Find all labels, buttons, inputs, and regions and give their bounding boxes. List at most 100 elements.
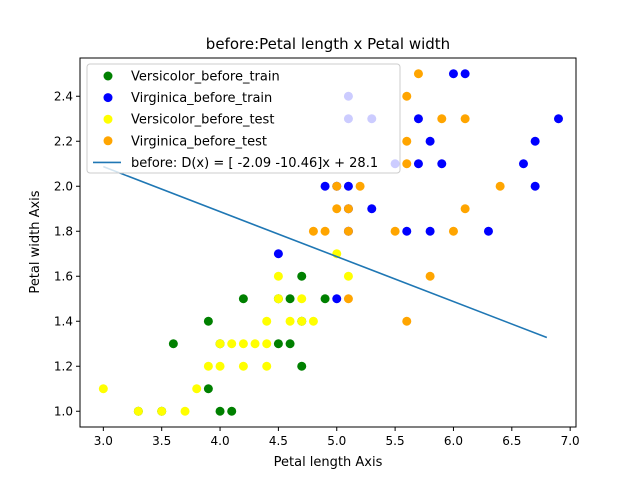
point-versicolor-before-test xyxy=(297,316,307,326)
y-ticks: 1.0 1.2 1.4 1.6 1.8 2.0 2.2 2.4 xyxy=(54,89,80,418)
decision-line xyxy=(103,165,548,339)
point-versicolor-before-train xyxy=(297,361,307,371)
point-virginica-before-test xyxy=(437,114,447,124)
point-virginica-before-train xyxy=(413,114,423,124)
point-versicolor-before-train xyxy=(238,294,248,304)
point-versicolor-before-test xyxy=(215,339,225,349)
chart-title: before:Petal length x Petal width xyxy=(206,35,450,53)
point-virginica-before-train xyxy=(332,294,342,304)
point-versicolor-before-test xyxy=(250,339,260,349)
point-versicolor-before-test xyxy=(262,361,272,371)
line-layer xyxy=(103,165,548,339)
y-tick-label: 2.2 xyxy=(54,134,73,148)
x-tick-label: 3.5 xyxy=(152,434,171,448)
point-virginica-before-train xyxy=(320,181,330,191)
x-tick-label: 6.5 xyxy=(502,434,521,448)
point-versicolor-before-test xyxy=(308,316,318,326)
plot-area: 3.0 3.5 4.0 4.5 5.0 5.5 6.0 6.5 7.0 1.0 1.2 1.4 1.6… xyxy=(54,57,580,448)
point-virginica-before-train xyxy=(530,136,540,146)
point-versicolor-before-test xyxy=(297,294,307,304)
point-virginica-before-test xyxy=(343,294,353,304)
point-virginica-before-test xyxy=(332,181,342,191)
point-virginica-before-test xyxy=(402,316,412,326)
y-tick-label: 1.0 xyxy=(54,404,73,418)
point-versicolor-before-train xyxy=(215,406,225,416)
point-virginica-before-train xyxy=(413,159,423,169)
legend-marker xyxy=(103,93,113,103)
point-versicolor-before-test xyxy=(192,384,202,394)
legend: Versicolor_before_train Virginica_before_… xyxy=(86,63,401,174)
point-versicolor-before-train xyxy=(320,294,330,304)
point-virginica-before-train xyxy=(273,249,283,259)
point-virginica-before-test xyxy=(495,181,505,191)
point-versicolor-before-test xyxy=(180,406,190,416)
y-tick-label: 1.4 xyxy=(54,314,73,328)
legend-label: before: D(x) = [ -2.09 -10.46]x + 28.1 xyxy=(131,156,378,171)
legend-label: Virginica_before_train xyxy=(131,91,272,106)
point-versicolor-before-test xyxy=(343,271,353,281)
point-versicolor-before-test xyxy=(238,339,248,349)
x-axis-label: Petal length Axis xyxy=(274,455,383,470)
point-versicolor-before-train xyxy=(203,316,213,326)
y-tick-label: 1.6 xyxy=(54,269,73,283)
point-virginica-before-test xyxy=(402,136,412,146)
legend-label: Versicolor_before_test xyxy=(131,113,274,128)
point-versicolor-before-test xyxy=(262,316,272,326)
point-versicolor-before-test xyxy=(285,316,295,326)
point-versicolor-before-test xyxy=(227,339,237,349)
point-virginica-before-test xyxy=(460,114,470,124)
point-virginica-before-train xyxy=(402,226,412,236)
point-virginica-before-test xyxy=(308,226,318,236)
point-versicolor-before-train xyxy=(285,339,295,349)
point-virginica-before-train xyxy=(518,159,528,169)
point-virginica-before-test xyxy=(320,226,330,236)
x-tick-label: 7.0 xyxy=(561,434,580,448)
legend-box xyxy=(86,63,401,174)
point-versicolor-before-train xyxy=(227,406,237,416)
point-versicolor-before-test xyxy=(215,361,225,371)
point-versicolor-before-test xyxy=(157,406,167,416)
point-versicolor-before-test xyxy=(273,294,283,304)
x-tick-label: 4.5 xyxy=(269,434,288,448)
point-virginica-before-test xyxy=(343,226,353,236)
x-tick-label: 3.0 xyxy=(94,434,113,448)
point-virginica-before-test xyxy=(448,226,458,236)
point-virginica-before-train xyxy=(460,69,470,79)
x-tick-label: 5.5 xyxy=(386,434,405,448)
x-tick-label: 5.0 xyxy=(327,434,346,448)
point-versicolor-before-train xyxy=(203,384,213,394)
point-virginica-before-train xyxy=(343,181,353,191)
point-virginica-before-test xyxy=(413,69,423,79)
point-virginica-before-train xyxy=(425,226,435,236)
y-tick-label: 1.8 xyxy=(54,224,73,238)
y-tick-label: 2.0 xyxy=(54,179,73,193)
point-versicolor-before-train xyxy=(297,271,307,281)
point-virginica-before-test xyxy=(402,159,412,169)
points-layer xyxy=(98,69,563,416)
point-versicolor-before-test xyxy=(273,271,283,281)
legend-marker xyxy=(103,71,113,81)
point-virginica-before-train xyxy=(437,159,447,169)
legend-items: Versicolor_before_train Virginica_before_… xyxy=(93,70,378,171)
y-axis-label: Petal width Axis xyxy=(28,190,43,293)
point-versicolor-before-test xyxy=(262,339,272,349)
legend-label: Versicolor_before_train xyxy=(131,70,280,85)
point-versicolor-before-train xyxy=(273,339,283,349)
point-virginica-before-train xyxy=(425,136,435,146)
point-virginica-before-test xyxy=(460,204,470,214)
point-virginica-before-test xyxy=(343,204,353,214)
point-versicolor-before-test xyxy=(98,384,108,394)
y-tick-label: 1.2 xyxy=(54,359,73,373)
point-virginica-before-test xyxy=(390,226,400,236)
x-ticks: 3.0 3.5 4.0 4.5 5.0 5.5 6.0 6.5 7.0 xyxy=(94,427,580,448)
point-versicolor-before-test xyxy=(133,406,143,416)
point-virginica-before-test xyxy=(355,181,365,191)
x-tick-label: 4.0 xyxy=(211,434,230,448)
legend-marker xyxy=(103,136,113,146)
point-versicolor-before-test xyxy=(238,361,248,371)
point-virginica-before-train xyxy=(530,181,540,191)
point-virginica-before-test xyxy=(332,204,342,214)
point-versicolor-before-train xyxy=(285,294,295,304)
point-versicolor-before-test xyxy=(203,361,213,371)
